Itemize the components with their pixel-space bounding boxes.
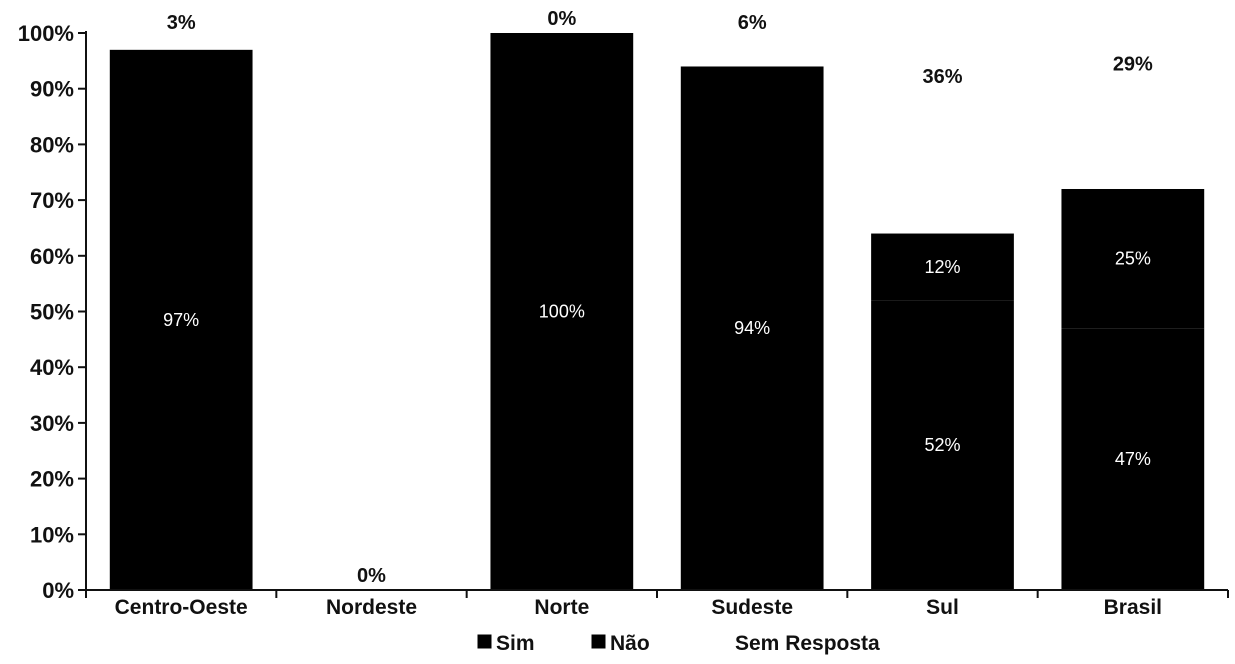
- data-label: 100%: [539, 302, 585, 322]
- y-tick-label: 70%: [30, 188, 74, 213]
- data-label: 0%: [357, 565, 386, 587]
- x-tick-label: Centro-Oeste: [115, 596, 248, 619]
- data-label: 36%: [922, 66, 962, 88]
- legend-label: Não: [610, 632, 650, 655]
- data-label: 25%: [1115, 249, 1151, 269]
- y-tick-label: 0%: [42, 578, 74, 603]
- data-label: 6%: [738, 12, 767, 34]
- data-labels-layer: 97% 3% 0% 100% 0% 94% 6% 52% 12% 36% 47% 25% 29%: [163, 8, 1153, 587]
- bar-segment: [871, 300, 1014, 590]
- x-tick-label: Sudeste: [711, 596, 793, 619]
- bar-segment: [109, 33, 253, 50]
- data-label: 29%: [1113, 54, 1153, 76]
- legend-label: Sem Resposta: [735, 632, 880, 655]
- data-label: 94%: [734, 318, 770, 338]
- y-tick-label: 100%: [18, 21, 74, 46]
- bar-segment: [871, 233, 1014, 301]
- y-tick-label: 90%: [30, 77, 74, 102]
- y-tick-label: 80%: [30, 132, 74, 157]
- data-label: 47%: [1115, 449, 1151, 469]
- y-axis: 0% 10% 20% 30% 40% 50% 60% 70% 80% 90% 100%: [18, 21, 87, 603]
- x-axis: Centro-Oeste Nordeste Norte Sudeste Sul Brasi…: [85, 589, 1229, 619]
- bar-segment: [871, 33, 1014, 234]
- legend: Sim Não Sem Resposta: [477, 632, 880, 655]
- x-tick-label: Norte: [534, 596, 589, 619]
- bar-segment: [109, 49, 253, 590]
- bars-layer: [109, 27, 1205, 591]
- legend-label: Sim: [496, 632, 535, 655]
- y-tick-label: 30%: [30, 411, 74, 436]
- y-tick-label: 50%: [30, 300, 74, 325]
- x-tick-label: Sul: [926, 596, 959, 619]
- y-tick-label: 60%: [30, 244, 74, 269]
- bar-segment: [490, 33, 634, 590]
- data-label: 12%: [924, 257, 960, 277]
- bar-segment: [1061, 188, 1205, 329]
- bar-segment: [680, 33, 824, 67]
- bar-segment: [1061, 27, 1205, 189]
- y-tick-label: 20%: [30, 467, 74, 492]
- data-label: 0%: [547, 8, 576, 30]
- bar-segment: [1061, 328, 1205, 590]
- x-tick-label: Brasil: [1104, 596, 1162, 619]
- y-tick-label: 10%: [30, 522, 74, 547]
- legend-swatch: [591, 634, 606, 649]
- y-tick-label: 40%: [30, 355, 74, 380]
- data-label: 3%: [167, 12, 196, 34]
- data-label: 52%: [924, 435, 960, 455]
- bar-segment: [680, 66, 824, 591]
- data-label: 97%: [163, 310, 199, 330]
- x-tick-label: Nordeste: [326, 596, 417, 619]
- legend-swatch: [477, 634, 492, 649]
- legend-swatch: [707, 635, 720, 648]
